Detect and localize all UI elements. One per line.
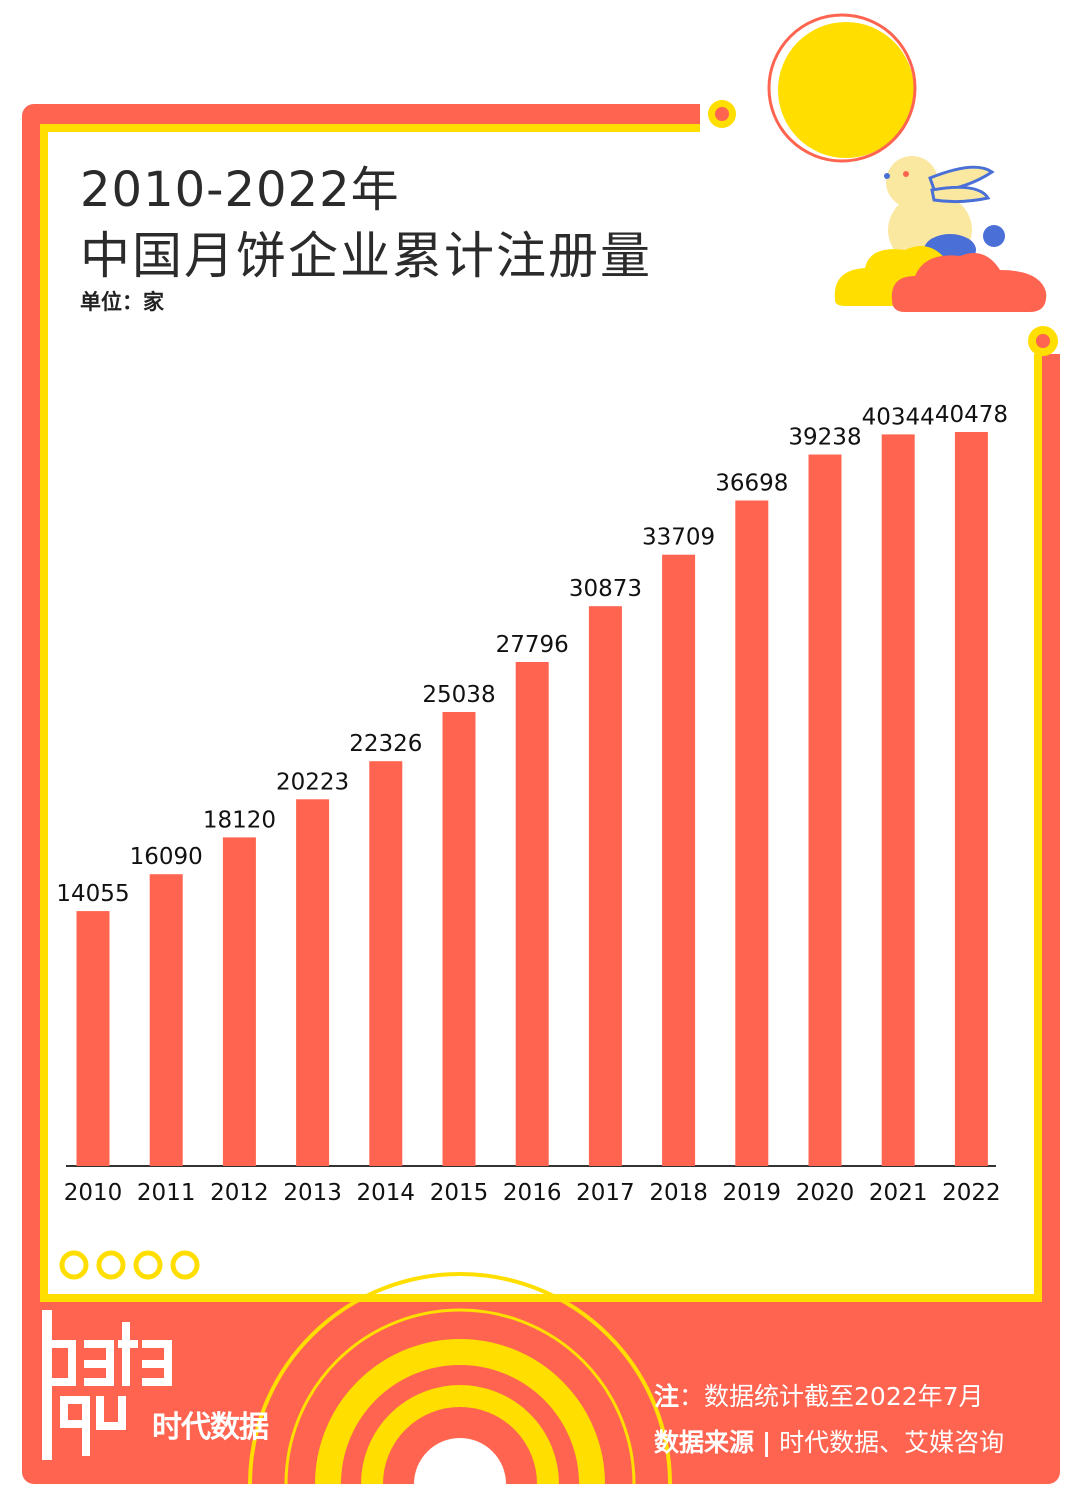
cloud-red-icon <box>891 253 1047 312</box>
x-tick-label-2012: 2012 <box>210 1180 269 1206</box>
bar-2021 <box>881 434 915 1166</box>
value-label-2017: 30873 <box>569 576 642 602</box>
x-tick-label-2022: 2022 <box>942 1180 1001 1206</box>
value-label-2014: 22326 <box>349 731 422 757</box>
datagoo-logo <box>42 1310 172 1460</box>
dots-decoration <box>59 1250 200 1280</box>
x-tick-label-2021: 2021 <box>869 1180 928 1206</box>
bar-2018 <box>662 554 696 1166</box>
unit-label: 单位：家 <box>80 290 164 314</box>
source-label: 数据来源 <box>654 1428 755 1457</box>
moon-outline <box>767 13 917 163</box>
value-label-2012: 18120 <box>203 807 276 833</box>
moon-icon <box>778 22 914 158</box>
x-tick-label-2017: 2017 <box>576 1180 635 1206</box>
source-line: 数据来源 | 时代数据、艾媒咨询 <box>654 1423 1004 1459</box>
ring-dot-right-center <box>1036 334 1050 348</box>
frame-gap-right <box>1034 124 1064 354</box>
sunrise-arcs <box>248 1272 672 1485</box>
footnote-label: 注 <box>654 1382 680 1411</box>
bar-2020 <box>808 454 842 1166</box>
value-label-2018: 33709 <box>642 525 715 551</box>
source-separator: | <box>761 1428 772 1457</box>
bar-2015 <box>442 712 476 1166</box>
footnote: 注：数据统计截至2022年7月 <box>654 1377 984 1413</box>
x-tick-label-2014: 2014 <box>357 1180 416 1206</box>
logo-chinese-text: 时代数据 <box>152 1410 269 1445</box>
source-text: 时代数据、艾媒咨询 <box>779 1428 1005 1457</box>
value-label-2020: 39238 <box>788 425 861 451</box>
value-label-2016: 27796 <box>496 632 569 658</box>
value-label-2013: 20223 <box>276 769 349 795</box>
bar-2012 <box>222 837 256 1166</box>
x-tick-label-2013: 2013 <box>283 1180 342 1206</box>
bar-2017 <box>588 606 622 1166</box>
chart-title-line2: 中国月饼企业累计注册量 <box>80 227 652 285</box>
bar-2019 <box>735 500 769 1166</box>
bar-2010 <box>76 911 110 1166</box>
value-label-2010: 14055 <box>56 881 129 907</box>
footnote-text: ：数据统计截至2022年7月 <box>679 1382 984 1411</box>
bar-2011 <box>149 874 183 1166</box>
x-tick-label-2011: 2011 <box>137 1180 196 1206</box>
x-tick-label-2016: 2016 <box>503 1180 562 1206</box>
x-tick-label-2018: 2018 <box>649 1180 708 1206</box>
value-label-2021: 40344 <box>862 404 935 430</box>
x-tick-label-2010: 2010 <box>64 1180 123 1206</box>
bar-2022 <box>954 432 988 1166</box>
value-label-2015: 25038 <box>422 682 495 708</box>
bar-2016 <box>515 662 549 1166</box>
ring-dot-top-center <box>715 107 729 121</box>
x-tick-label-2015: 2015 <box>430 1180 489 1206</box>
value-label-2019: 36698 <box>715 471 788 497</box>
x-tick-label-2019: 2019 <box>723 1180 782 1206</box>
chart-title-line1: 2010-2022年 <box>80 162 400 218</box>
bar-2013 <box>296 799 330 1166</box>
bar-2014 <box>369 761 403 1166</box>
x-tick-label-2020: 2020 <box>796 1180 855 1206</box>
value-label-2011: 16090 <box>130 844 203 870</box>
value-label-2022: 40478 <box>935 402 1008 428</box>
